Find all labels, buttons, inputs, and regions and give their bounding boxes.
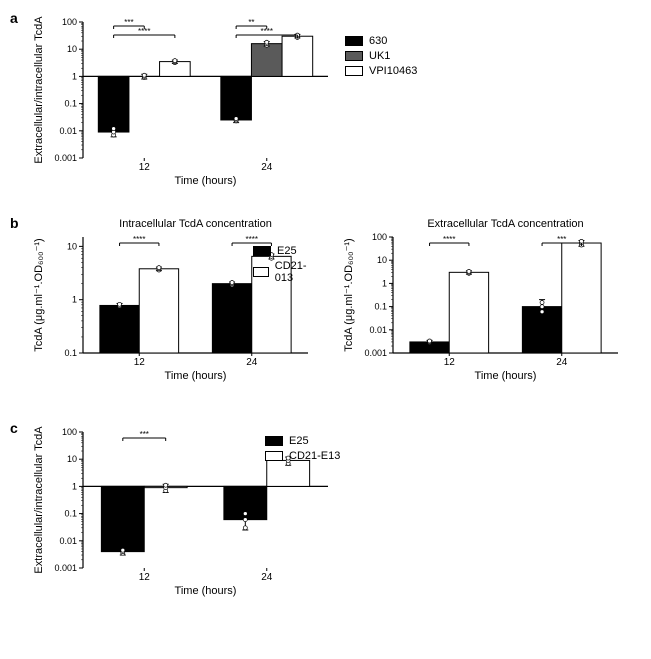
legend-a: 630 UK1 VPI10463 [345,35,417,77]
svg-text:0.1: 0.1 [374,302,387,312]
panel-a: a 0.001 0.01 0.1 1 10 100 Extracellular/intrac… [10,10,641,205]
svg-text:0.01: 0.01 [59,536,77,546]
svg-text:0.001: 0.001 [364,348,387,358]
panel-b-label: b [10,215,19,231]
svg-text:12: 12 [139,162,151,173]
swatch-vpi [345,66,363,76]
svg-text:1: 1 [382,278,387,288]
svg-text:24: 24 [556,357,568,368]
figure: a 0.001 0.01 0.1 1 10 100 Extracellular/intrac… [10,10,641,615]
legend-item-c-cd21: CD21-E13 [265,450,340,462]
svg-text:***: *** [557,235,566,244]
chart-a: 0.001 0.01 0.1 1 10 100 Extracellular/intracel… [28,10,338,200]
legend-label-uk1: UK1 [369,50,390,62]
legend-item-cd21: CD21-013 [253,260,318,284]
legend-label-630: 630 [369,35,387,47]
chart-b-right: Extracellular TcdA concentration 0.001 0.0… [338,215,628,400]
svg-text:TcdA (μg.ml⁻¹.OD₆₀₀⁻¹): TcdA (μg.ml⁻¹.OD₆₀₀⁻¹) [33,238,45,351]
svg-text:***: *** [124,18,133,27]
swatch-uk1 [345,51,363,61]
svg-text:24: 24 [246,357,258,368]
svg-text:1: 1 [72,71,77,81]
svg-text:100: 100 [62,17,77,27]
svg-text:10: 10 [67,44,77,54]
svg-text:10: 10 [67,454,77,464]
svg-text:12: 12 [444,357,456,368]
svg-text:Extracellular/intracellular Tc: Extracellular/intracellular TcdA [33,426,45,574]
svg-text:10: 10 [67,241,77,251]
legend-item-c-e25: E25 [265,435,340,447]
svg-text:0.1: 0.1 [64,509,77,519]
legend-item-vpi: VPI10463 [345,65,417,77]
svg-text:12: 12 [139,572,151,583]
legend-label-vpi: VPI10463 [369,65,417,77]
legend-label-c-e25: E25 [289,435,309,447]
legend-label-e25: E25 [277,245,297,257]
svg-text:0.01: 0.01 [59,126,77,136]
svg-text:****: **** [261,27,273,36]
chart-b-left: Intracellular TcdA concentration 0.1 1 10 Tc… [28,215,318,400]
svg-text:**: ** [248,18,254,27]
svg-text:****: **** [443,235,455,244]
svg-text:1: 1 [72,295,77,305]
svg-text:Intracellular TcdA concentrati: Intracellular TcdA concentration [119,218,272,230]
legend-item-uk1: UK1 [345,50,417,62]
svg-text:0.001: 0.001 [54,563,77,573]
legend-label-cd21: CD21-013 [275,260,318,284]
svg-text:0.001: 0.001 [54,153,77,163]
svg-text:Extracellular/intracellular Tc: Extracellular/intracellular TcdA [33,16,45,164]
svg-text:****: **** [246,235,258,244]
swatch-cd21 [253,267,269,277]
legend-label-c-cd21: CD21-E13 [289,450,340,462]
swatch-c-cd21 [265,451,283,461]
svg-text:1: 1 [72,481,77,491]
swatch-c-e25 [265,436,283,446]
svg-text:24: 24 [261,162,273,173]
svg-text:****: **** [133,235,145,244]
svg-text:****: **** [138,27,150,36]
swatch-e25 [253,246,271,256]
svg-text:Time (hours): Time (hours) [175,585,237,597]
svg-text:Time (hours): Time (hours) [175,175,237,187]
svg-text:100: 100 [62,427,77,437]
svg-text:Time (hours): Time (hours) [165,370,227,382]
svg-text:0.01: 0.01 [369,325,387,335]
svg-text:24: 24 [261,572,273,583]
legend-item-e25: E25 [253,245,318,257]
panel-b: b Intracellular TcdA concentration0.1110… [10,215,641,410]
svg-text:0.1: 0.1 [64,348,77,358]
svg-text:Extracellular TcdA concentrati: Extracellular TcdA concentration [427,218,583,230]
panel-c: c 0.001 0.01 0.1 1 10 100 Extracellular/intrac… [10,420,641,615]
panel-a-label: a [10,10,18,26]
svg-text:Time (hours): Time (hours) [475,370,537,382]
swatch-630 [345,36,363,46]
legend-b: E25 CD21-013 [253,245,318,284]
svg-text:100: 100 [372,232,387,242]
legend-c: E25 CD21-E13 [265,435,340,462]
panel-c-label: c [10,420,18,436]
legend-item-630: 630 [345,35,417,47]
svg-text:TcdA (μg.ml⁻¹.OD₆₀₀⁻¹): TcdA (μg.ml⁻¹.OD₆₀₀⁻¹) [343,238,355,351]
svg-text:12: 12 [134,357,146,368]
svg-text:10: 10 [377,255,387,265]
svg-text:0.1: 0.1 [64,99,77,109]
svg-text:***: *** [140,430,149,439]
